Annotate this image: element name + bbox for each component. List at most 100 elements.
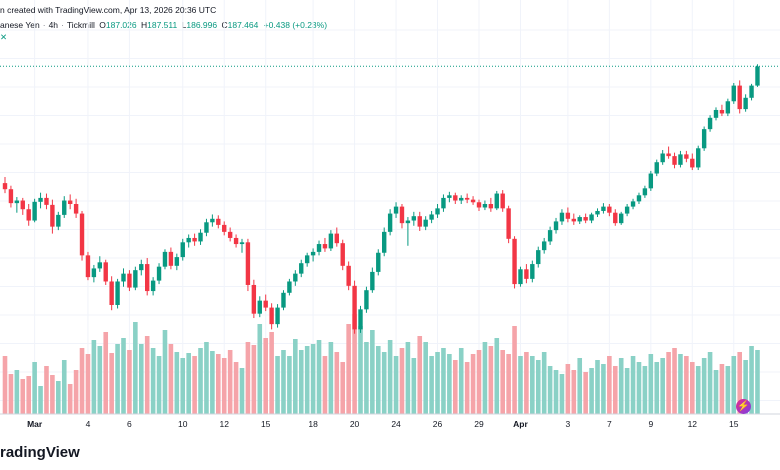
- candle-body: [696, 148, 701, 168]
- candle-body: [257, 300, 262, 314]
- candle-body: [595, 210, 600, 215]
- candle-body: [133, 270, 138, 288]
- volume-bar: [601, 364, 606, 414]
- time-axis-tick-label: Mar: [27, 419, 43, 429]
- volume-bar: [470, 354, 476, 414]
- candle-body: [642, 188, 648, 196]
- volume-bar: [174, 352, 180, 414]
- candle-body: [26, 209, 31, 221]
- candle-body: [547, 230, 553, 242]
- candle-body: [749, 85, 754, 98]
- candle-body: [405, 220, 411, 224]
- candle-body: [38, 197, 43, 202]
- candle-body: [459, 197, 464, 201]
- volume-bar: [8, 374, 14, 414]
- volume-bar: [458, 348, 464, 414]
- candle-body: [127, 273, 132, 288]
- volume-bar: [524, 352, 529, 414]
- candle-body: [227, 231, 233, 238]
- volume-bar: [707, 352, 713, 414]
- lightning-icon[interactable]: ⚡: [736, 399, 751, 414]
- volume-bar: [417, 336, 423, 414]
- candle-body: [536, 250, 541, 265]
- volume-bar: [405, 342, 411, 414]
- volume-bar: [138, 344, 144, 414]
- candle-body: [464, 197, 470, 200]
- volume-bar: [423, 342, 428, 414]
- time-axis-tick-label: 12: [688, 419, 698, 429]
- candle-body: [2, 183, 8, 190]
- volume-bar: [304, 346, 310, 414]
- volume-bar: [133, 322, 138, 414]
- candle-body: [411, 216, 417, 221]
- volume-bar: [512, 326, 517, 414]
- volume-bar: [654, 362, 660, 414]
- low-value: 186.996: [186, 20, 218, 30]
- candle-body: [32, 201, 37, 221]
- candle-body: [382, 231, 387, 253]
- volume-bar: [464, 362, 470, 414]
- candle-body: [79, 213, 85, 256]
- volume-bar: [340, 362, 346, 414]
- candle-body: [198, 232, 203, 242]
- time-axis-tick-label: 4: [86, 419, 91, 429]
- volume-bar: [713, 370, 719, 414]
- candle-body: [571, 218, 576, 222]
- volume-bar: [168, 344, 174, 414]
- candle-body: [180, 242, 185, 258]
- volume-bar: [749, 346, 754, 414]
- candle-body: [263, 300, 268, 308]
- candle-body: [387, 213, 393, 232]
- candle-body: [56, 214, 61, 227]
- volume-bar: [618, 358, 624, 414]
- volume-bar: [541, 352, 547, 414]
- volume-bar: [453, 360, 458, 414]
- volume-bar: [375, 346, 381, 414]
- candle-body: [737, 85, 742, 110]
- volume-bar: [316, 340, 322, 414]
- volume-bars: [2, 314, 760, 414]
- volume-bar: [198, 348, 203, 414]
- candle-body: [518, 269, 523, 285]
- candlesticks: [2, 64, 760, 334]
- volume-bar: [731, 356, 737, 414]
- volume-bar: [719, 364, 725, 414]
- volume-bar: [97, 346, 103, 414]
- volume-bar: [370, 330, 375, 414]
- created-caption: n created with TradingView.com, Apr 13, …: [0, 5, 216, 15]
- volume-bar: [56, 381, 61, 414]
- volume-bar: [103, 332, 109, 414]
- volume-bar: [44, 366, 49, 414]
- volume-bar: [624, 368, 630, 414]
- candle-body: [145, 264, 150, 292]
- volume-bar: [583, 372, 588, 414]
- volume-bar: [701, 358, 707, 414]
- candle-body: [429, 214, 434, 220]
- candle-body: [583, 217, 588, 221]
- candle-body: [678, 154, 683, 165]
- volume-bar: [91, 340, 97, 414]
- candle-body: [636, 195, 642, 202]
- time-axis-tick-label: 10: [178, 419, 188, 429]
- candle-body: [559, 212, 565, 222]
- time-axis-labels: Mar 4 6 10 12 15 18 20 24 26 29 Apr 3 7 9 12 15: [27, 419, 739, 429]
- volume-bar: [352, 314, 357, 414]
- volume-bar: [636, 362, 642, 414]
- price-chart[interactable]: Mar 4 6 10 12 15 18 20 24 26 29 Apr 3 7 9 12 15: [0, 0, 780, 440]
- candle-body: [139, 264, 144, 271]
- volume-bar: [387, 340, 393, 414]
- candle-body: [352, 285, 357, 330]
- candle-body: [482, 204, 488, 208]
- volume-bar: [482, 342, 488, 414]
- candle-body: [251, 284, 257, 314]
- volume-bar: [186, 353, 191, 414]
- candle-body: [316, 244, 322, 252]
- volume-bar: [115, 344, 120, 414]
- volume-bar: [127, 350, 132, 414]
- candle-body: [233, 237, 239, 245]
- hide-series-icon[interactable]: ✕: [0, 32, 8, 42]
- candle-body: [370, 271, 375, 291]
- candle-body: [358, 309, 363, 330]
- candle-body: [156, 266, 162, 281]
- volume-bar: [61, 360, 67, 414]
